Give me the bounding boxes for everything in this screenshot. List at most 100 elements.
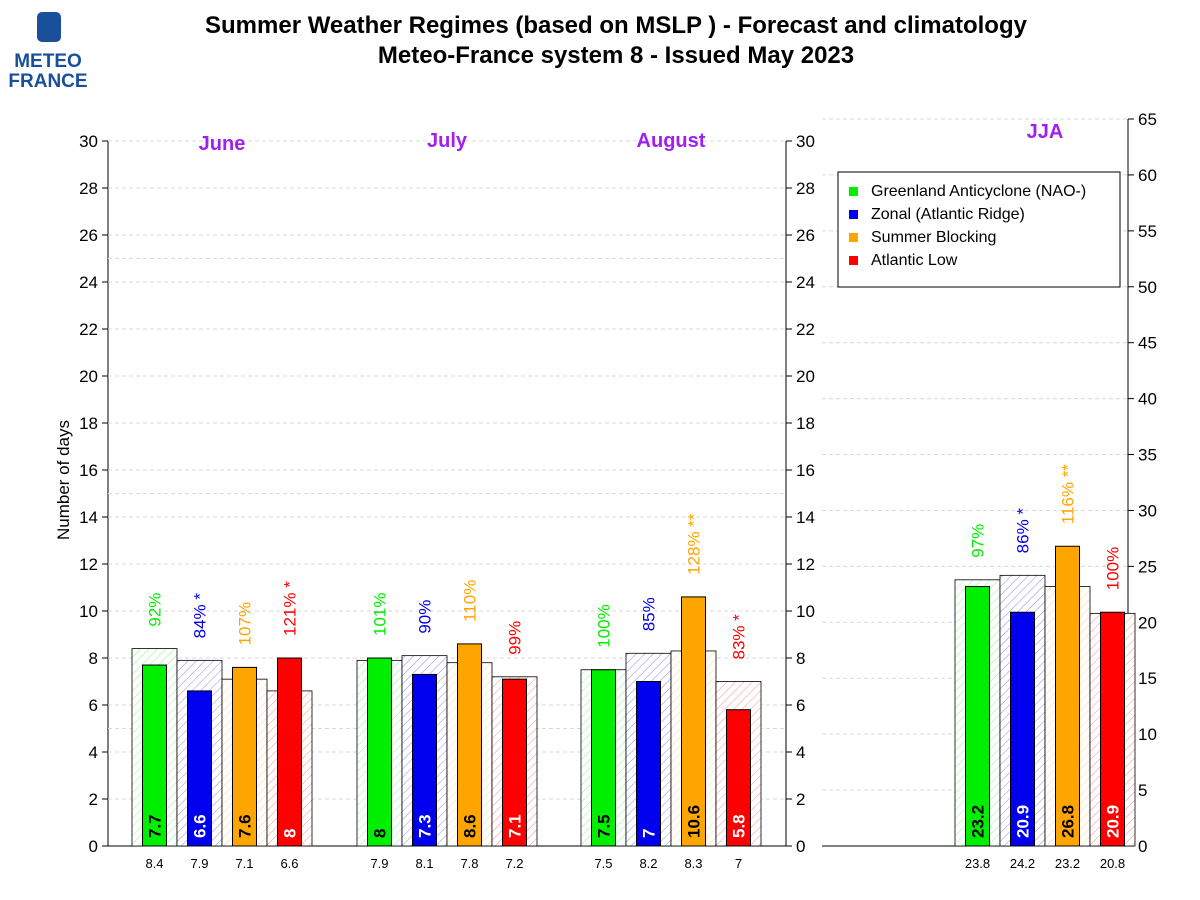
percent-label: 86% * bbox=[1014, 508, 1033, 554]
forecast-bar bbox=[1055, 545, 1080, 847]
climatology-value-label: 24.2 bbox=[1010, 856, 1035, 871]
forecast-value-label: 7.6 bbox=[236, 814, 255, 838]
right-y-tick-label: 55 bbox=[1138, 222, 1157, 241]
left-y-tick-label: 24 bbox=[79, 273, 98, 292]
forecast-value-label: 26.8 bbox=[1059, 805, 1078, 838]
right-y-tick-label: 60 bbox=[1138, 166, 1157, 185]
forecast-value-label: 8 bbox=[281, 829, 300, 838]
left-y-tick-label: 18 bbox=[79, 414, 98, 433]
chart-subtitle: Meteo-France system 8 - Issued May 2023 bbox=[377, 42, 855, 69]
right-y-tick-label: 50 bbox=[1138, 278, 1157, 297]
climatology-value-label: 7.9 bbox=[190, 856, 208, 871]
right-y-tick-label: 0 bbox=[1138, 837, 1147, 856]
percent-label: 83% * bbox=[730, 614, 749, 660]
forecast-bar bbox=[412, 673, 437, 847]
forecast-bar bbox=[1100, 611, 1125, 847]
forecast-value-label: 23.2 bbox=[969, 805, 988, 838]
legend-swatch bbox=[849, 210, 858, 219]
right-y-tick-label: 65 bbox=[1138, 110, 1157, 129]
legend-label: Summer Blocking bbox=[871, 229, 996, 246]
percent-label: 84% * bbox=[191, 593, 210, 639]
forecast-value-label: 7.7 bbox=[146, 814, 165, 838]
middle-y-tick-label: 12 bbox=[796, 555, 815, 574]
climatology-value-label: 8.3 bbox=[684, 856, 702, 871]
right-y-tick-label: 10 bbox=[1138, 725, 1157, 744]
right-y-tick-label: 40 bbox=[1138, 390, 1157, 409]
middle-y-tick-label: 30 bbox=[796, 132, 815, 151]
left-y-tick-label: 4 bbox=[89, 743, 98, 762]
logo-text-france: FRANCE bbox=[8, 71, 88, 92]
forecast-bar bbox=[367, 657, 392, 847]
forecast-bar bbox=[277, 657, 302, 847]
right-y-tick-label: 15 bbox=[1138, 669, 1157, 688]
legend-swatch bbox=[849, 233, 858, 242]
forecast-bar bbox=[187, 690, 212, 847]
legend-box bbox=[837, 171, 1121, 288]
legend-label: Atlantic Low bbox=[871, 252, 958, 269]
percent-label: 99% bbox=[506, 621, 525, 655]
percent-label: 97% bbox=[969, 524, 988, 558]
meteo-france-logo: METEO FRANCE bbox=[8, 8, 88, 92]
climatology-value-label: 7.9 bbox=[370, 856, 388, 871]
forecast-value-label: 20.9 bbox=[1014, 805, 1033, 838]
forecast-bar bbox=[502, 678, 527, 847]
logo-emblem-icon bbox=[37, 12, 61, 42]
middle-y-tick-label: 0 bbox=[796, 837, 805, 856]
forecast-bar bbox=[457, 643, 482, 847]
left-y-tick-label: 8 bbox=[89, 649, 98, 668]
percent-label: 100% bbox=[1104, 547, 1123, 590]
percent-label: 101% bbox=[371, 593, 390, 636]
period-title-jja: JJA bbox=[1027, 121, 1064, 143]
forecast-value-label: 7.1 bbox=[506, 814, 525, 838]
percent-label: 116% ** bbox=[1059, 464, 1078, 525]
right-y-tick-label: 45 bbox=[1138, 334, 1157, 353]
climatology-value-label: 7.2 bbox=[505, 856, 523, 871]
forecast-bar bbox=[681, 596, 706, 847]
left-y-tick-label: 14 bbox=[79, 508, 98, 527]
middle-y-tick-label: 16 bbox=[796, 461, 815, 480]
climatology-value-label: 8.4 bbox=[145, 856, 163, 871]
y-axis-title: Number of days bbox=[54, 420, 73, 540]
left-y-tick-label: 2 bbox=[89, 790, 98, 809]
middle-y-tick-label: 18 bbox=[796, 414, 815, 433]
right-y-tick-label: 30 bbox=[1138, 501, 1157, 520]
climatology-value-label: 8.2 bbox=[639, 856, 657, 871]
climatology-value-label: 8.1 bbox=[415, 856, 433, 871]
period-title-august: August bbox=[637, 130, 706, 152]
right-y-tick-label: 25 bbox=[1138, 557, 1157, 576]
middle-y-tick-label: 28 bbox=[796, 179, 815, 198]
climatology-value-label: 7.8 bbox=[460, 856, 478, 871]
forecast-value-label: 8 bbox=[371, 829, 390, 838]
left-y-tick-label: 12 bbox=[79, 555, 98, 574]
percent-label: 110% bbox=[461, 580, 480, 622]
forecast-value-label: 5.8 bbox=[730, 814, 749, 838]
left-y-tick-label: 16 bbox=[79, 461, 98, 480]
middle-y-tick-label: 26 bbox=[796, 226, 815, 245]
left-y-tick-label: 10 bbox=[79, 602, 98, 621]
percent-label: 121% * bbox=[281, 581, 300, 636]
middle-y-tick-label: 22 bbox=[796, 320, 815, 339]
logo-text-meteo: METEO bbox=[14, 51, 82, 72]
climatology-value-label: 7.5 bbox=[594, 856, 612, 871]
left-y-tick-label: 28 bbox=[79, 179, 98, 198]
percent-label: 85% bbox=[640, 597, 659, 631]
forecast-value-label: 6.6 bbox=[191, 814, 210, 838]
period-title-july: July bbox=[427, 130, 468, 152]
left-y-tick-label: 6 bbox=[89, 696, 98, 715]
left-y-tick-label: 22 bbox=[79, 320, 98, 339]
left-y-tick-label: 20 bbox=[79, 367, 98, 386]
left-y-tick-label: 26 bbox=[79, 226, 98, 245]
climatology-value-label: 7 bbox=[735, 856, 742, 871]
forecast-bar bbox=[591, 669, 616, 847]
middle-y-tick-label: 10 bbox=[796, 602, 815, 621]
chart-title: Summer Weather Regimes (based on MSLP ) … bbox=[205, 12, 1027, 39]
forecast-bar bbox=[1010, 611, 1035, 847]
forecast-value-label: 7 bbox=[640, 829, 659, 838]
percent-label: 128% ** bbox=[685, 513, 704, 575]
percent-label: 100% bbox=[595, 604, 614, 647]
middle-y-tick-label: 8 bbox=[796, 649, 805, 668]
legend-label: Greenland Anticyclone (NAO-) bbox=[871, 183, 1086, 200]
right-y-tick-label: 20 bbox=[1138, 613, 1157, 632]
forecast-value-label: 8.6 bbox=[461, 814, 480, 838]
